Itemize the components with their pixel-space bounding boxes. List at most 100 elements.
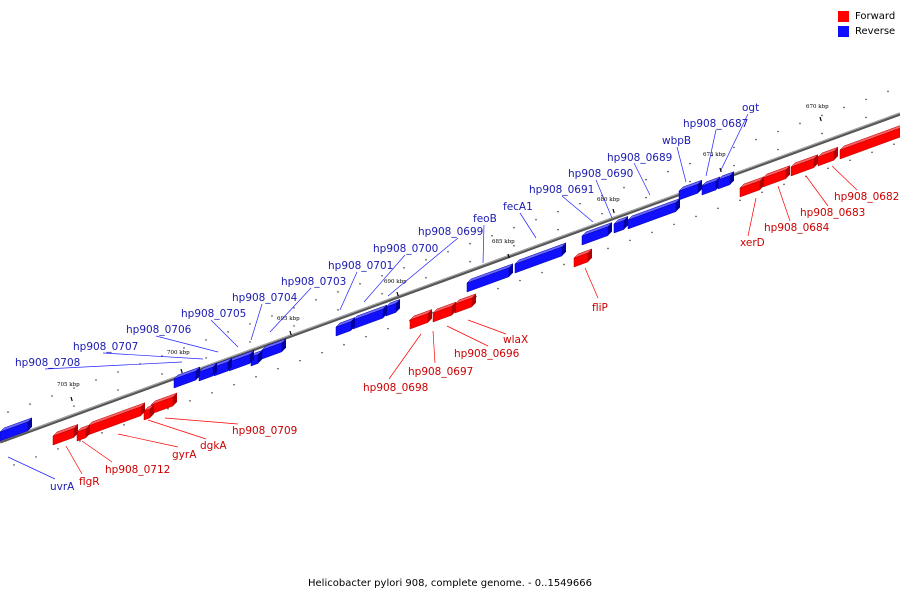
forward-gene-block [790, 154, 819, 177]
track-dot [689, 180, 691, 183]
reverse-gene-block [678, 179, 703, 201]
track-dot [563, 263, 565, 266]
track-dot [601, 212, 603, 215]
gene-label-fliP: fliP [592, 302, 608, 314]
reverse-gene-block [352, 304, 388, 330]
gene-label-hp908_0682: hp908_0682 [834, 191, 899, 203]
track-dot [73, 405, 75, 407]
gene-label-hp908_0684: hp908_0684 [764, 222, 830, 234]
gene-label-hp908_0703: hp908_0703 [281, 276, 346, 288]
gene-label-hp908_0706: hp908_0706 [126, 324, 192, 336]
leader-line [467, 319, 507, 335]
track-dot [733, 164, 735, 167]
leader-line [805, 175, 829, 207]
track-dot [425, 276, 427, 279]
forward-gene-block [817, 146, 839, 167]
track-dot [189, 399, 191, 402]
track-dot [865, 98, 867, 101]
reverse-gene-block [0, 417, 33, 442]
gene-label-hp908_0701: hp908_0701 [328, 260, 393, 272]
track-dot [629, 239, 631, 242]
gene-label-hp908_0689: hp908_0689 [607, 152, 672, 164]
reverse-gene-block [385, 299, 401, 317]
track-dot [79, 440, 81, 442]
forward-gene-block [409, 309, 433, 330]
gene-label-hp908_0690: hp908_0690 [568, 168, 633, 180]
track-dot [271, 315, 273, 317]
track-dot [849, 159, 851, 162]
leader-line [633, 162, 651, 196]
tick-mark [396, 291, 399, 297]
leader-line [519, 212, 537, 239]
tick-mark [180, 368, 183, 374]
leader-line [363, 254, 406, 303]
gene-label-hp908_0683: hp908_0683 [800, 207, 865, 219]
gene-label-xerD: xerD [740, 237, 765, 249]
gene-features [0, 125, 900, 446]
leader-line [705, 129, 717, 177]
leader-line [250, 303, 263, 341]
tick-mark [70, 396, 73, 402]
track-dot [893, 143, 895, 146]
leader-line [155, 335, 219, 353]
leader-line [831, 165, 858, 191]
leader-line [164, 417, 239, 425]
forward-gene-block [573, 248, 593, 268]
track-dot [35, 456, 37, 458]
forward-gene-block [762, 165, 791, 188]
track-dot [337, 291, 339, 293]
track-dot [277, 367, 279, 370]
gene-label-hp908_0697: hp908_0697 [408, 366, 473, 378]
track-dot [321, 351, 323, 354]
gene-label-hp908_0700: hp908_0700 [373, 243, 438, 255]
track-dot [755, 138, 757, 141]
leader-line [269, 287, 312, 333]
track-dot [865, 116, 867, 119]
track-dot [95, 379, 97, 381]
reverse-gene-block [717, 171, 735, 190]
gene-label-fecA1: fecA1 [503, 201, 533, 213]
track-dot [535, 218, 537, 221]
track-dot [695, 215, 697, 218]
forward-gene-block [52, 424, 79, 446]
track-dot [761, 191, 763, 194]
reverse-gene-block [173, 366, 201, 389]
forward-gene-block [739, 176, 765, 198]
forward-gene-block [432, 301, 457, 323]
track-dot [73, 387, 75, 389]
track-dot [205, 357, 207, 359]
gene-label-gyrA: gyrA [172, 449, 197, 461]
track-dot [183, 347, 185, 349]
track-dot [497, 287, 499, 290]
track-dot [29, 403, 31, 405]
leader-line [65, 445, 83, 475]
tick-label: 680 kbp [597, 197, 620, 203]
genome-backbone [0, 112, 900, 444]
gene-label-wlaX: wlaX [503, 334, 528, 346]
forward-gene-block [839, 125, 900, 160]
track-dot [381, 274, 383, 277]
track-dot [733, 146, 735, 149]
leader-line [147, 419, 207, 440]
leader-line [720, 113, 749, 171]
leader-line [81, 440, 113, 463]
reverse-gene-block [701, 176, 721, 196]
leader-line [747, 197, 757, 237]
gene-label-hp908_0708: hp908_0708 [15, 357, 80, 369]
track-dot [205, 339, 207, 341]
track-dot [211, 391, 213, 394]
track-dot [469, 242, 471, 245]
track-dot [821, 132, 823, 135]
leader-line [210, 319, 239, 348]
label-leader-lines [7, 113, 858, 480]
track-dot [513, 244, 515, 247]
reverse-gene-block [514, 242, 567, 274]
track-dot [123, 424, 125, 426]
legend-reverse-label: Reverse [855, 26, 896, 37]
track-dot [777, 130, 779, 133]
gene-labels: ogt hp908_0687 wbpB hp908_0689 hp908_0690 hp9… [15, 102, 899, 493]
leader-line [561, 195, 594, 223]
tick-mark [612, 208, 615, 214]
tick-label: 705 kbp [57, 382, 80, 388]
